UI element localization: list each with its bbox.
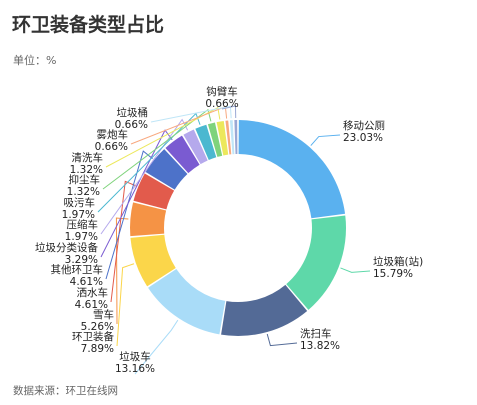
- slice-3: [221, 284, 308, 336]
- slice-11: [195, 124, 217, 161]
- leader-line-4: [134, 319, 179, 375]
- leader-line-2: [340, 267, 371, 273]
- slice-9: [165, 135, 200, 174]
- leader-line-12: [102, 108, 212, 190]
- slice-12: [207, 122, 223, 157]
- slice-label-10: 压缩车: [67, 218, 99, 231]
- leader-line-8: [105, 150, 153, 280]
- slice-label-1: 移动公厕: [343, 119, 385, 132]
- slice-value-13: 1.32%: [70, 164, 103, 176]
- source-note: 数据来源：环卫在线网: [13, 385, 118, 397]
- slice-label-11: 吸污车: [64, 196, 96, 209]
- slice-label-13: 清洗车: [72, 151, 104, 164]
- slice-value-5: 7.89%: [81, 343, 114, 355]
- slice-label-14: 雾炮车: [97, 128, 129, 141]
- slice-label-7: 洒水车: [77, 286, 109, 299]
- slice-value-4: 13.16%: [115, 363, 155, 375]
- slice-label-16: 钩臂车: [206, 85, 238, 98]
- slice-label-15: 垃圾桶: [117, 106, 149, 119]
- slice-value-1: 23.03%: [343, 132, 383, 144]
- slice-16: [234, 120, 238, 155]
- slice-6: [130, 202, 167, 237]
- leader-line-6: [115, 217, 129, 325]
- slice-13: [216, 120, 229, 156]
- slice-label-8: 其他环卫车: [51, 263, 104, 276]
- slice-value-16: 0.66%: [205, 98, 238, 110]
- slice-10: [183, 129, 208, 165]
- leader-line-13: [105, 106, 221, 168]
- slice-label-9: 垃圾分类设备: [35, 241, 98, 254]
- slice-value-15: 0.66%: [115, 119, 148, 131]
- leader-line-14: [130, 105, 228, 145]
- slice-label-5: 环卫装备: [72, 330, 114, 343]
- slice-value-14: 0.66%: [95, 141, 128, 153]
- slice-14: [225, 120, 232, 155]
- slice-value-2: 15.79%: [373, 268, 413, 280]
- slice-5: [130, 234, 176, 287]
- slice-value-11: 1.97%: [62, 209, 95, 221]
- page-title: 环卫装备类型占比: [12, 14, 165, 36]
- slice-label-4: 垃圾车: [119, 350, 151, 363]
- leader-line-5: [116, 263, 135, 347]
- slice-value-8: 4.61%: [70, 276, 103, 288]
- leader-line-7: [110, 180, 137, 303]
- leader-line-15: [150, 105, 232, 123]
- leader-line-3: [266, 333, 298, 347]
- slice-label-12: 抑尘车: [69, 173, 101, 186]
- slice-15: [229, 120, 235, 155]
- slice-value-9: 3.29%: [65, 254, 98, 266]
- slice-value-6: 5.26%: [81, 321, 114, 333]
- slice-1: [238, 120, 346, 219]
- slice-value-3: 13.82%: [300, 340, 340, 352]
- unit-label: 单位：%: [13, 54, 57, 67]
- slice-value-12: 1.32%: [67, 186, 100, 198]
- slice-label-3: 洗扫车: [300, 327, 332, 340]
- slice-label-2: 垃圾箱(站): [373, 255, 423, 268]
- slice-value-10: 1.97%: [65, 231, 98, 243]
- slice-2: [286, 215, 346, 310]
- slice-4: [148, 268, 226, 335]
- slice-label-6: 雪车: [93, 308, 114, 321]
- slice-8: [145, 149, 188, 190]
- leader-line-16: [221, 105, 237, 119]
- slice-value-7: 4.61%: [75, 299, 108, 311]
- leader-line-1: [310, 134, 341, 146]
- slice-7: [133, 173, 175, 210]
